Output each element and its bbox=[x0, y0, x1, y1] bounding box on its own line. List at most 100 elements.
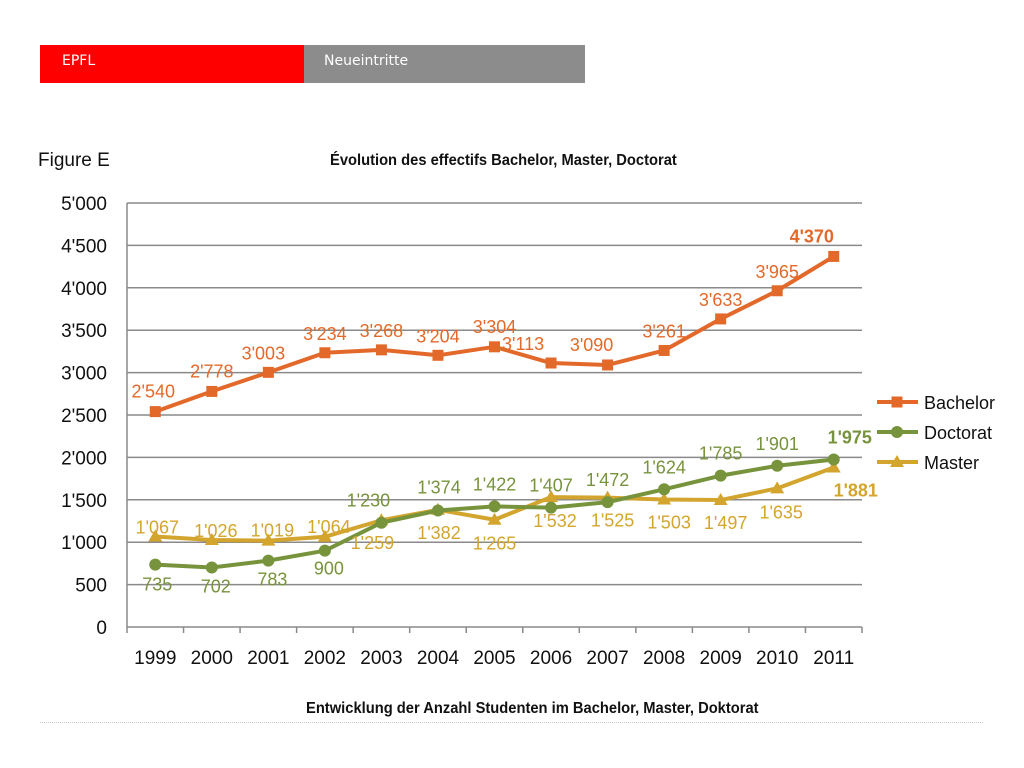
master-data-label: 1'497 bbox=[704, 513, 747, 533]
doctorat-data-label: 1'975 bbox=[828, 428, 872, 448]
doctorat-data-label: 1'230 bbox=[347, 491, 390, 511]
legend-label-master: Master bbox=[924, 453, 979, 473]
doctorat-data-label: 735 bbox=[142, 575, 172, 595]
y-tick-label: 4'500 bbox=[61, 236, 107, 257]
x-tick-label: 2011 bbox=[813, 648, 854, 669]
doctorat-point bbox=[375, 516, 388, 529]
x-tick-label: 2010 bbox=[756, 648, 798, 669]
y-tick-label: 3'000 bbox=[61, 364, 107, 385]
bachelor-point bbox=[602, 359, 614, 371]
bachelor-point bbox=[149, 406, 161, 418]
bachelor-data-label: 3'003 bbox=[242, 343, 285, 363]
bachelor-point bbox=[771, 285, 783, 297]
doctorat-point bbox=[318, 544, 331, 557]
doctorat-point bbox=[488, 500, 501, 513]
y-tick-label: 1'500 bbox=[61, 491, 107, 512]
master-data-label: 1'067 bbox=[136, 518, 179, 538]
legend-marker-doctorat bbox=[891, 426, 903, 438]
master-data-label: 1'265 bbox=[473, 534, 516, 554]
doctorat-point bbox=[545, 501, 558, 514]
bachelor-point bbox=[715, 313, 727, 325]
header-section-label: Neueintritte bbox=[324, 53, 409, 69]
x-tick-label: 2008 bbox=[643, 648, 685, 669]
doctorat-point bbox=[714, 469, 727, 482]
figure-label: Figure E bbox=[38, 150, 110, 171]
master-point bbox=[826, 460, 841, 473]
bachelor-point bbox=[828, 250, 840, 262]
master-data-label: 1'064 bbox=[307, 517, 350, 537]
x-tick-label: 2000 bbox=[191, 648, 233, 669]
master-data-label: 1'881 bbox=[834, 480, 878, 500]
footer-divider bbox=[40, 722, 983, 723]
master-data-label: 1'026 bbox=[194, 521, 237, 541]
master-point bbox=[544, 490, 559, 503]
master-point bbox=[657, 492, 672, 505]
bachelor-data-label: 2'540 bbox=[132, 382, 175, 402]
bachelor-point bbox=[432, 349, 444, 361]
doctorat-point bbox=[771, 459, 784, 472]
bachelor-point bbox=[489, 341, 500, 353]
master-data-label: 1'259 bbox=[351, 533, 394, 553]
doctorat-data-label: 1'374 bbox=[417, 477, 460, 497]
x-tick-label: 1999 bbox=[134, 648, 176, 669]
doctorat-point bbox=[601, 496, 614, 509]
master-point bbox=[487, 512, 502, 525]
chart-title: Évolution des effectifs Bachelor, Master… bbox=[330, 152, 677, 169]
y-tick-label: 2'000 bbox=[61, 448, 107, 469]
bachelor-point bbox=[658, 344, 670, 356]
bachelor-data-label: 3'234 bbox=[303, 324, 346, 344]
bachelor-data-label: 3'268 bbox=[360, 321, 403, 341]
bachelor-data-label: 3'965 bbox=[755, 262, 798, 282]
y-tick-label: 500 bbox=[75, 576, 107, 597]
bachelor-data-label: 2'778 bbox=[190, 361, 233, 381]
header-epfl-tab: EPFL bbox=[40, 45, 304, 83]
bachelor-point bbox=[206, 385, 218, 397]
master-data-label: 1'019 bbox=[251, 521, 294, 541]
bachelor-data-label: 3'204 bbox=[416, 326, 459, 346]
bachelor-data-label: 3'090 bbox=[570, 335, 613, 355]
chart-caption: Entwicklung der Anzahl Studenten im Bach… bbox=[306, 700, 759, 717]
master-data-label: 1'503 bbox=[647, 513, 690, 533]
master-point bbox=[770, 481, 785, 494]
legend-marker-bachelor bbox=[891, 396, 903, 408]
x-tick-label: 2007 bbox=[586, 648, 628, 669]
doctorat-point bbox=[658, 483, 671, 496]
master-data-label: 1'532 bbox=[533, 511, 576, 531]
x-tick-label: 2002 bbox=[304, 648, 346, 669]
doctorat-data-label: 1'472 bbox=[586, 470, 629, 490]
y-tick-label: 4'000 bbox=[61, 279, 107, 300]
x-tick-label: 2003 bbox=[360, 648, 402, 669]
bachelor-data-label: 3'113 bbox=[502, 334, 544, 354]
bachelor-point bbox=[262, 366, 274, 378]
doctorat-data-label: 1'422 bbox=[473, 474, 516, 494]
doctorat-point bbox=[149, 558, 162, 571]
bachelor-data-label: 4'370 bbox=[790, 226, 834, 246]
line-chart: 0 500 1'000 1'500 2'000 2'500 3'000 3'500 4'000 4… bbox=[61, 194, 995, 669]
bachelor-data-label: 3'304 bbox=[473, 317, 516, 337]
bachelor-point bbox=[375, 344, 387, 356]
y-tick-label: 5'000 bbox=[61, 194, 107, 215]
master-point bbox=[261, 533, 276, 546]
doctorat-data-label: 1'407 bbox=[529, 476, 572, 496]
doctorat-point bbox=[827, 453, 840, 466]
x-tick-label: 2001 bbox=[247, 648, 289, 669]
doctorat-point bbox=[431, 504, 444, 517]
doctorat-data-label: 900 bbox=[314, 559, 344, 579]
master-point bbox=[148, 529, 163, 542]
bachelor-point bbox=[545, 357, 557, 369]
bachelor-data-label: 3'261 bbox=[642, 321, 685, 341]
y-tick-label: 0 bbox=[96, 618, 107, 639]
header-epfl-label: EPFL bbox=[62, 53, 96, 69]
doctorat-data-label: 702 bbox=[201, 576, 231, 596]
master-point bbox=[317, 529, 332, 542]
y-tick-label: 2'500 bbox=[61, 406, 107, 427]
doctorat-data-label: 1'624 bbox=[642, 457, 685, 477]
legend-label-doctorat: Doctorat bbox=[924, 423, 992, 443]
doctorat-data-label: 1'901 bbox=[755, 434, 798, 454]
legend-label-bachelor: Bachelor bbox=[924, 393, 995, 413]
doctorat-point bbox=[205, 561, 218, 574]
y-tick-label: 3'500 bbox=[61, 321, 107, 342]
master-data-label: 1'382 bbox=[417, 523, 460, 543]
doctorat-point bbox=[262, 554, 275, 567]
y-tick-label: 1'000 bbox=[61, 533, 107, 554]
